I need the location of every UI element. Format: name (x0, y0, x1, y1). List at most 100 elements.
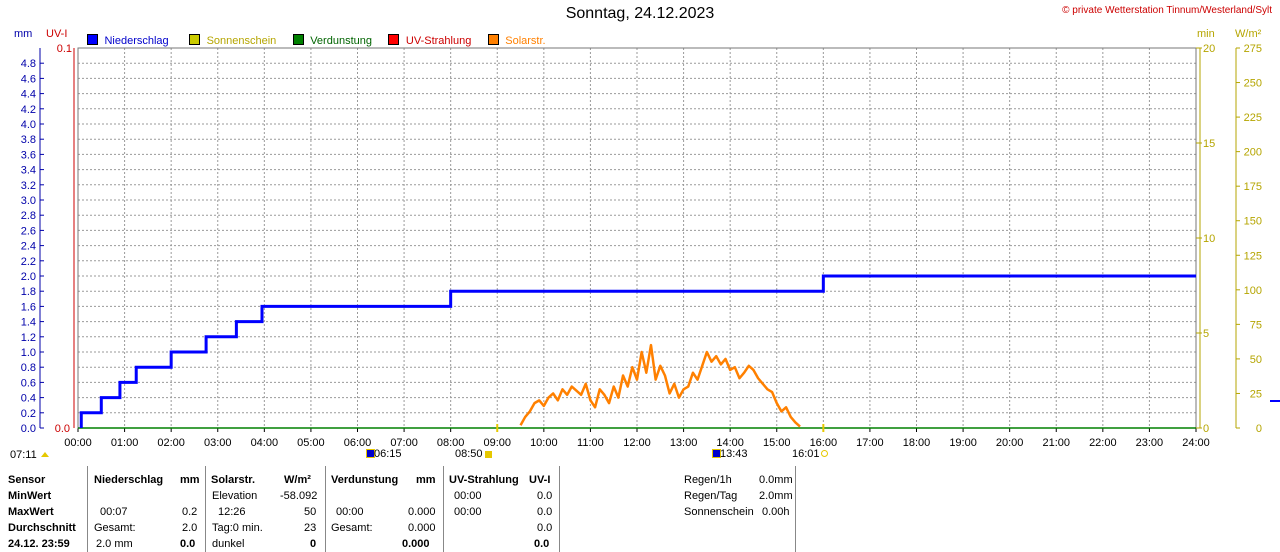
y-tick-label: 1.8 (21, 286, 36, 298)
cell: 00:00 (454, 490, 482, 502)
row-label-max: MaxWert (8, 506, 54, 518)
x-tick-label: 24:00 (1182, 437, 1210, 449)
legend-label: Solarstr. (505, 35, 546, 47)
chart-title: Sonntag, 24.12.2023 (565, 5, 715, 22)
solar-tick-label: 250 (1244, 78, 1262, 90)
cell: 0.0 (537, 522, 553, 534)
solar-tick-label: 100 (1244, 285, 1262, 297)
extra-value: 0.0mm (759, 474, 793, 486)
extra-label: Regen/1h (684, 474, 732, 486)
extra-label: Sonnenschein (684, 506, 754, 518)
sunrise-icon (41, 452, 49, 457)
x-tick-label: 10:00 (530, 437, 558, 449)
y-tick-label: 4.0 (21, 119, 36, 131)
right-edge-tick (1270, 400, 1280, 402)
x-tick-label: 18:00 (903, 437, 931, 449)
cell: Gesamt: (94, 522, 136, 534)
cell: 50 (304, 506, 317, 518)
x-tick-label: 06:00 (344, 437, 372, 449)
y-tick-label: 3.0 (21, 195, 36, 207)
cell: 0.000 (402, 538, 430, 550)
solar-tick-label: 275 (1244, 43, 1262, 55)
x-tick-label: 08:00 (437, 437, 465, 449)
cell: 00:00 (336, 506, 364, 518)
cell: 23 (304, 522, 317, 534)
solar-series (519, 343, 801, 428)
row-label-avg: Durchschnitt (8, 522, 76, 534)
hdr-uv-unit: UV-I (529, 474, 551, 486)
cell: 0.0 (537, 506, 553, 518)
divider (795, 466, 796, 552)
y-tick-label: 4.4 (21, 89, 36, 101)
sun-start-icon (485, 451, 492, 458)
y-tick-label: 2.0 (21, 271, 36, 283)
extra-value: 2.0mm (759, 490, 793, 502)
y-tick-label: 2.8 (21, 210, 36, 222)
marker-label-m2: 13:43 (720, 448, 748, 460)
divider (559, 466, 560, 552)
row-label-min: MinWert (8, 490, 52, 502)
x-tick-label: 00:00 (64, 437, 92, 449)
x-tick-label: 19:00 (949, 437, 977, 449)
x-tick-label: 14:00 (716, 437, 744, 449)
y-tick-label: 0.8 (21, 362, 36, 374)
unit-min: min (1197, 28, 1215, 40)
cell: 0.0 (180, 538, 196, 550)
cell: 2.0 (182, 522, 198, 534)
cell: Gesamt: (331, 522, 373, 534)
marker-icon (712, 449, 721, 458)
x-tick-label: 16:00 (810, 437, 838, 449)
row-label-date: 24.12. 23:59 (8, 538, 70, 550)
x-tick-label: 05:00 (297, 437, 325, 449)
cell: 2.0 mm (96, 538, 133, 550)
y-tick-label: 1.4 (21, 317, 36, 329)
unit-wm2: W/m² (1235, 28, 1262, 40)
y-tick-label: 3.8 (21, 134, 36, 146)
y-tick-label: 0.6 (21, 377, 36, 389)
sunset-icon (821, 450, 828, 457)
legend-label: UV-Strahlung (405, 35, 472, 47)
weather-chart: 0.0 0.2 0.4 0.6 0.8 1.0 1.2 1.4 1.6 1.8 2.0 2.2 2.4 2… (21, 43, 1262, 449)
solar-tick-label: 0 (1256, 423, 1262, 435)
legend-swatch (388, 34, 400, 46)
cell: dunkel (212, 538, 245, 550)
y-tick-label: 2.4 (21, 241, 36, 253)
cell: 00:00 (454, 506, 482, 518)
cell: 12:26 (218, 506, 246, 518)
legend-item-niederschlag: Niederschlag (87, 31, 169, 49)
y-tick-label: 4.6 (21, 73, 36, 85)
x-tick-label: 03:00 (204, 437, 232, 449)
legend-swatch (487, 34, 499, 46)
legend-label: Niederschlag (104, 35, 169, 47)
x-tick-label: 22:00 (1089, 437, 1117, 449)
marker-icon (366, 449, 375, 458)
uv-tick-label: 0.0 (55, 423, 70, 435)
divider (325, 466, 326, 552)
hdr-uv: UV-Strahlung (449, 474, 519, 486)
copyright: © private Wetterstation Tinnum/Westerlan… (1062, 5, 1272, 16)
cell: 0.2 (182, 506, 198, 518)
solar-tick-label: 175 (1244, 181, 1262, 193)
cell: -58.092 (280, 490, 318, 502)
solar-tick-label: 75 (1250, 319, 1262, 331)
solar-tick-label: 50 (1250, 354, 1262, 366)
y-tick-label: 3.2 (21, 180, 36, 192)
chart-grid (78, 48, 1196, 428)
hdr-solar-unit: W/m² (284, 474, 311, 486)
legend-swatch (292, 34, 304, 46)
cell: 0.000 (408, 506, 436, 518)
hdr-sensor: Sensor (8, 474, 46, 486)
x-tick-label: 01:00 (111, 437, 139, 449)
legend-label: Verdunstung (310, 35, 372, 47)
x-tick-label: 20:00 (996, 437, 1024, 449)
sun-start-label: 08:50 (455, 448, 483, 460)
sun-tick-label: 0 (1203, 423, 1209, 435)
sun-tick-label: 20 (1203, 43, 1215, 55)
y-tick-label: 0.2 (21, 408, 36, 420)
x-tick-label: 15:00 (763, 437, 791, 449)
sun-tick-label: 5 (1203, 328, 1209, 340)
solar-tick-label: 125 (1244, 250, 1262, 262)
x-tick-label: 09:00 (483, 437, 511, 449)
niederschlag-series (79, 274, 1196, 428)
sunset-label: 16:01 (792, 448, 820, 460)
